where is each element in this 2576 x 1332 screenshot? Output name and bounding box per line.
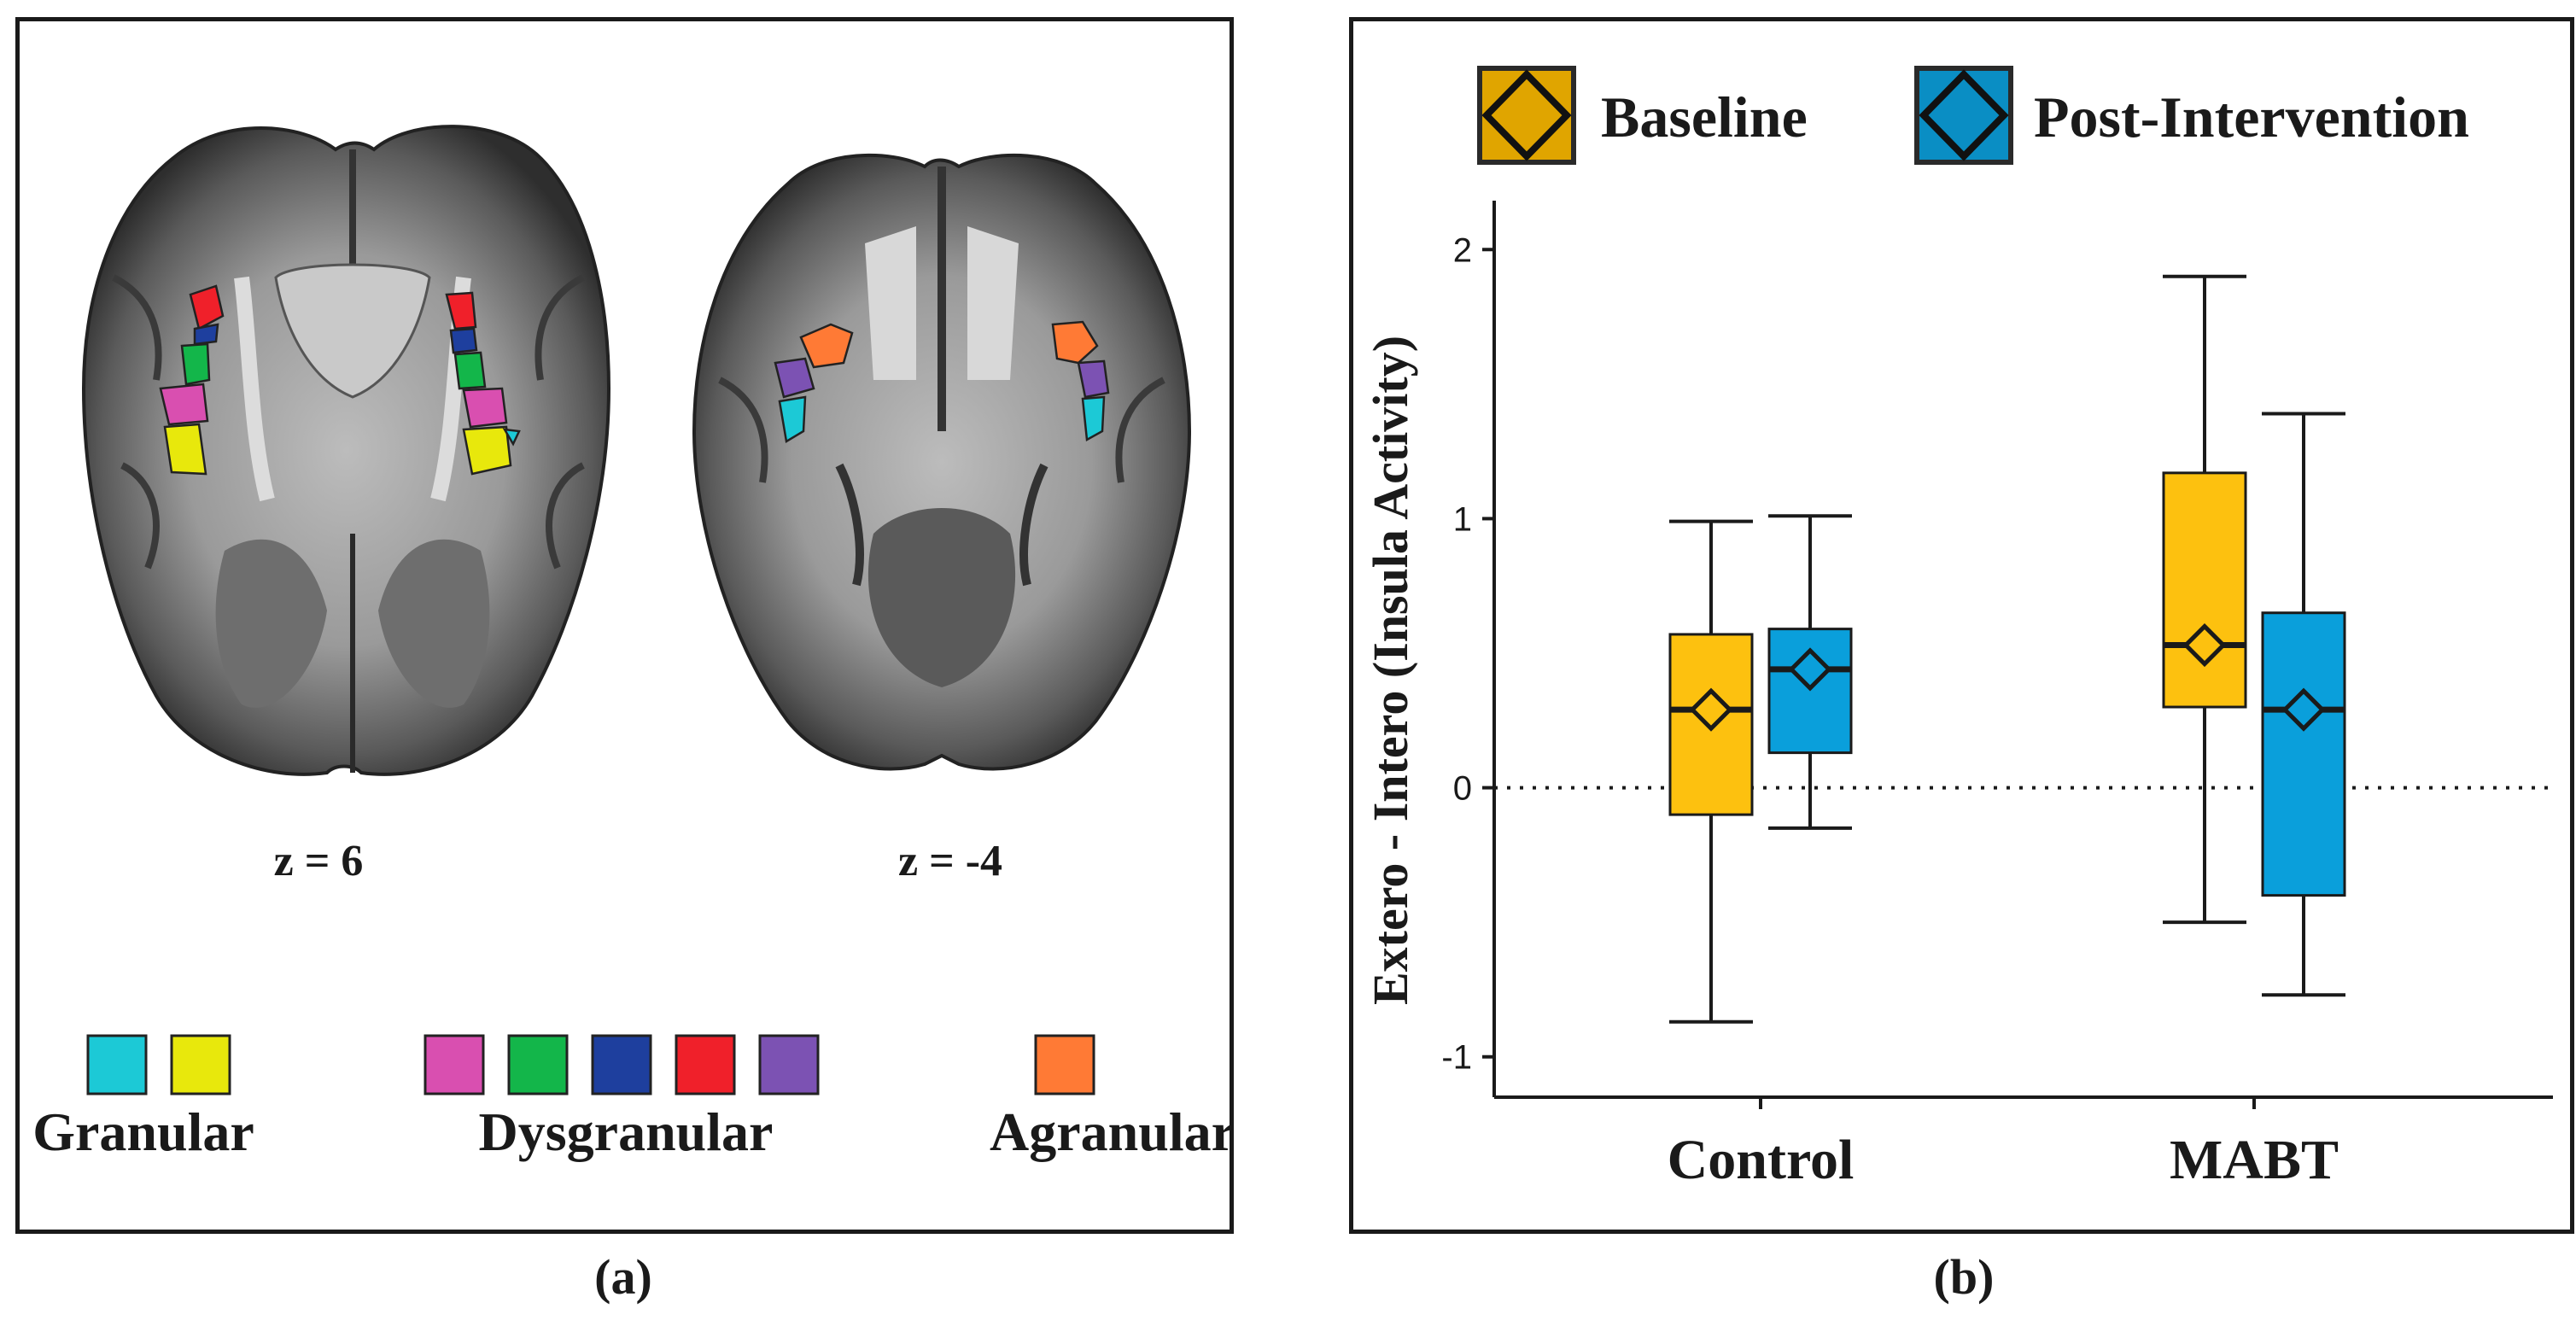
x-tick-label-mabt: MABT — [2170, 1129, 2339, 1191]
y-tick-label: 2 — [1453, 231, 1472, 269]
y-tick-label: -1 — [1441, 1039, 1472, 1077]
brain-slice-z-4 — [692, 153, 1192, 771]
legend-swatch-dysgranular-4 — [675, 1034, 736, 1095]
y-tick-label: 1 — [1453, 500, 1472, 538]
roi-legend — [86, 1034, 1095, 1095]
slice-label-z-4: z = -4 — [898, 837, 1002, 885]
legend-swatch-dysgranular-2 — [507, 1034, 569, 1095]
box-post-intervention-mabt — [2261, 611, 2346, 897]
mean-marker-post-intervention-control — [1788, 647, 1832, 692]
legend-swatch-dysgranular-5 — [758, 1034, 820, 1095]
mean-marker-baseline-mabt — [2182, 623, 2227, 668]
legend-key-baseline — [1477, 66, 1576, 165]
legend-swatch-dysgranular-3 — [591, 1034, 652, 1095]
plot-area: -1 0 1 2 Control MABT — [1441, 201, 2553, 1191]
legend-label-granular: Granular — [32, 1101, 254, 1162]
box-plot-chart: Baseline Post-Intervention Extero - Inte… — [1363, 66, 2553, 1191]
panel-b: Baseline Post-Intervention Extero - Inte… — [1349, 17, 2574, 1234]
legend-label-dysgranular: Dysgranular — [479, 1101, 774, 1162]
y-axis-title: Extero - Intero (Insula Activity) — [1363, 336, 1418, 1005]
legend-swatch-agranular-1 — [1034, 1034, 1095, 1095]
panel-a: z = 6 z = -4 Granular Dysgranular Agranu… — [15, 17, 1234, 1234]
roi-overlay-z-4 — [774, 320, 1110, 444]
x-tick-label-control: Control — [1668, 1129, 1855, 1191]
box-baseline-mabt — [2162, 471, 2247, 709]
legend-label-agranular: Agranular — [990, 1101, 1230, 1162]
slice-label-z6: z = 6 — [274, 837, 364, 885]
caption-a: (a) — [594, 1249, 652, 1305]
brain-slice-z6 — [81, 125, 611, 776]
legend-label-baseline: Baseline — [1601, 85, 1808, 149]
y-tick-label: 0 — [1453, 770, 1472, 808]
legend-swatch-dysgranular-1 — [423, 1034, 485, 1095]
legend-swatch-granular-1 — [86, 1034, 148, 1095]
mean-marker-post-intervention-mabt — [2281, 687, 2326, 732]
caption-b: (b) — [1933, 1249, 1995, 1305]
legend-label-post-intervention: Post-Intervention — [2034, 85, 2469, 149]
chart-legend: Baseline Post-Intervention — [1477, 66, 2469, 165]
roi-overlay-z6 — [159, 284, 521, 476]
brain-figure: z = 6 z = -4 Granular Dysgranular Agranu… — [32, 125, 1230, 1162]
mean-marker-baseline-control — [1689, 687, 1733, 732]
legend-key-post-intervention — [1914, 66, 2013, 165]
legend-swatch-granular-2 — [170, 1034, 231, 1095]
